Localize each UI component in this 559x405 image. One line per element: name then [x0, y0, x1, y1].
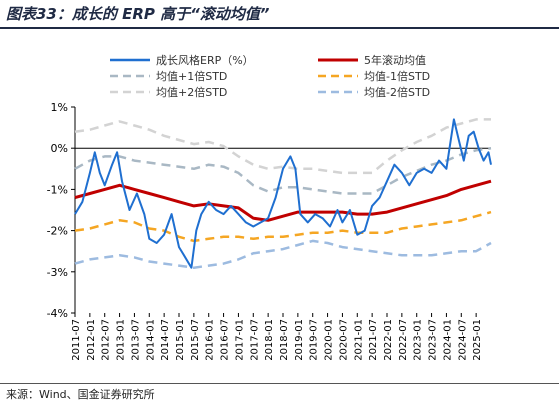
legend-label-growth_erp: 成长风格ERP（%）	[156, 53, 254, 67]
source-divider	[0, 383, 559, 384]
x-tick-label: 2015-01	[175, 319, 186, 361]
series-line-plus1std	[74, 146, 492, 195]
figure-title: 图表33：成长的 ERP 高于“滚动均值”	[6, 5, 270, 23]
series-line-minus1std	[74, 210, 492, 243]
x-tick-label: 2018-01	[264, 319, 275, 361]
y-tick-label: 1%	[51, 101, 68, 114]
x-tick-label: 2016-07	[220, 319, 231, 361]
y-tick-label: 0%	[51, 142, 68, 155]
x-tick-label: 2014-01	[145, 319, 156, 361]
x-tick-label: 2023-07	[428, 319, 439, 361]
x-tick-label: 2018-07	[279, 319, 290, 361]
series-line-growth_erp	[74, 118, 492, 269]
series-line-plus2std	[74, 118, 491, 175]
x-tick-label: 2019-01	[294, 319, 305, 361]
x-tick-label: 2021-07	[368, 319, 379, 361]
x-tick-label: 2017-07	[249, 319, 260, 361]
x-tick-label: 2016-01	[205, 319, 216, 361]
x-tick-label: 2013-01	[116, 319, 127, 361]
x-tick-label: 2024-07	[457, 319, 468, 361]
x-tick-label: 2022-07	[398, 319, 409, 361]
x-tick-label: 2025-01	[472, 319, 483, 361]
y-tick-label: -4%	[47, 307, 68, 320]
source-note: 来源：Wind、国金证券研究所	[6, 388, 155, 401]
series-line-minus2std	[74, 239, 492, 269]
x-tick-label: 2020-01	[324, 319, 335, 361]
x-tick-label: 2015-07	[190, 319, 201, 361]
x-tick-label: 2017-01	[234, 319, 245, 361]
x-tick-label: 2013-07	[130, 319, 141, 361]
legend-label-plus1std: 均值+1倍STD	[156, 69, 227, 83]
x-tick-label: 2021-01	[353, 319, 364, 361]
y-tick-label: -1%	[47, 183, 68, 196]
series-line-rolling_mean	[74, 179, 492, 222]
legend-label-plus2std: 均值+2倍STD	[156, 85, 227, 99]
x-tick-label: 2014-07	[160, 319, 171, 361]
legend-label-minus1std: 均值-1倍STD	[364, 69, 430, 83]
title-divider	[0, 27, 559, 29]
x-tick-label: 2011-07	[71, 319, 82, 361]
x-tick-label: 2012-01	[86, 319, 97, 361]
y-tick-label: -3%	[47, 266, 68, 279]
x-tick-label: 2020-07	[338, 319, 349, 361]
y-tick-label: -2%	[47, 225, 68, 238]
x-tick-label: 2022-01	[383, 319, 394, 361]
legend-label-rolling_mean: 5年滚动均值	[364, 53, 426, 67]
legend-label-minus2std: 均值-2倍STD	[364, 85, 430, 99]
x-tick-label: 2023-01	[413, 319, 424, 361]
x-tick-label: 2012-07	[101, 319, 112, 361]
x-tick-label: 2024-01	[442, 319, 453, 361]
erp-line-chart: 1% 0% -1% -2% -3% -4%2011-07 2012-01 2012-07 201…	[47, 53, 492, 361]
x-tick-label: 2019-07	[309, 319, 320, 361]
